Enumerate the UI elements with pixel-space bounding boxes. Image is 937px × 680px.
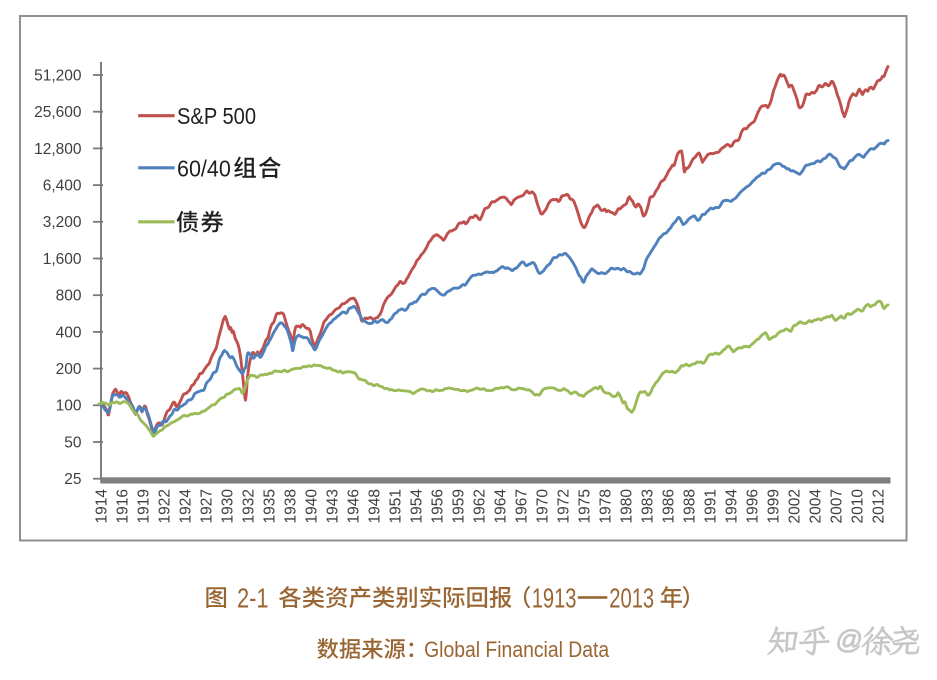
svg-text:1996: 1996 [744,489,761,523]
svg-text:60/40: 60/40 [177,155,231,181]
svg-text:2007: 2007 [828,489,845,523]
svg-text:1916: 1916 [114,489,131,523]
svg-text:1940: 1940 [303,489,320,524]
svg-text:25,600: 25,600 [34,104,82,121]
svg-text:25: 25 [64,471,81,488]
svg-text:1988: 1988 [681,489,698,523]
svg-text:1967: 1967 [513,489,530,523]
svg-text:1972: 1972 [555,489,572,523]
svg-text:2002: 2002 [786,489,803,523]
svg-text:400: 400 [56,324,82,341]
svg-text:1994: 1994 [723,489,740,524]
svg-text:3,200: 3,200 [43,214,82,231]
svg-text:1927: 1927 [198,489,215,523]
svg-text:12,800: 12,800 [34,141,82,158]
svg-text:2013: 2013 [609,583,654,614]
svg-text:S&P 500: S&P 500 [177,103,256,130]
svg-text:800: 800 [56,288,82,305]
svg-text:1975: 1975 [576,489,593,523]
svg-text:2-1: 2-1 [237,583,269,614]
svg-text:Global Financial Data: Global Financial Data [424,638,610,662]
svg-text:1959: 1959 [450,489,467,523]
svg-text:1930: 1930 [219,489,236,524]
svg-text:1970: 1970 [534,489,551,524]
svg-text:1954: 1954 [408,489,425,524]
svg-text:2012: 2012 [870,489,887,523]
svg-text:1946: 1946 [345,489,362,523]
svg-text:1956: 1956 [429,489,446,523]
svg-text:1948: 1948 [366,489,383,523]
svg-text:1964: 1964 [492,489,509,524]
svg-text:1962: 1962 [471,489,488,523]
svg-text:1913: 1913 [532,583,577,614]
svg-text:100: 100 [56,398,82,415]
svg-text:50: 50 [64,434,82,451]
svg-text:200: 200 [56,361,82,378]
svg-text:51,200: 51,200 [34,67,82,84]
svg-text:1986: 1986 [660,489,677,523]
svg-text:1935: 1935 [261,489,278,523]
svg-text:1978: 1978 [597,489,614,523]
svg-text:1919: 1919 [135,489,152,523]
svg-text:1924: 1924 [177,489,194,524]
svg-text:1938: 1938 [282,489,299,523]
svg-text:1980: 1980 [618,489,635,524]
svg-text:1932: 1932 [240,489,257,523]
svg-text:1,600: 1,600 [43,251,82,268]
svg-text:1951: 1951 [387,489,404,523]
svg-text:1991: 1991 [702,489,719,523]
svg-text:1999: 1999 [765,489,782,523]
svg-text:1983: 1983 [639,489,656,523]
svg-text:2010: 2010 [849,489,866,524]
svg-text:1914: 1914 [93,489,110,524]
svg-text:1922: 1922 [156,489,173,523]
svg-text:2004: 2004 [807,489,824,524]
svg-text:6,400: 6,400 [43,178,82,195]
svg-text:1943: 1943 [324,489,341,523]
